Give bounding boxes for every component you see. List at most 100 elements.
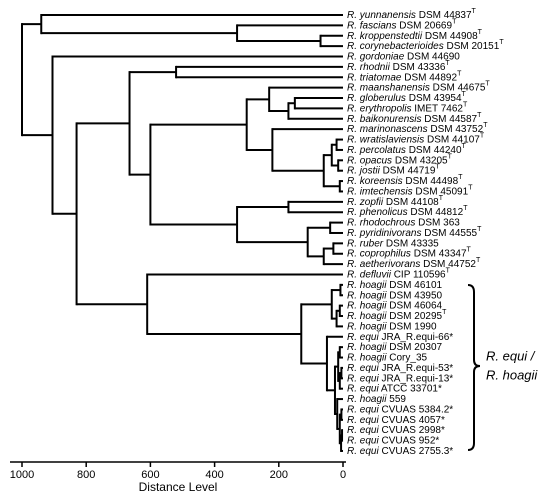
strain: DSM 44108 bbox=[386, 196, 439, 207]
species: equi bbox=[360, 414, 380, 425]
genus: R. bbox=[347, 404, 357, 415]
leaf-label: R. zopfii DSM 44108T bbox=[347, 195, 444, 208]
strain: DSM 46101 bbox=[389, 280, 442, 291]
strain: DSM 43336 bbox=[393, 62, 446, 73]
type-strain-mark: T bbox=[435, 164, 440, 171]
type-strain-mark: T bbox=[439, 195, 444, 202]
genus: R. bbox=[347, 259, 357, 270]
strain: DSM 43954 bbox=[409, 93, 462, 104]
strain: Cory_35 bbox=[389, 352, 427, 363]
strain: DSM 44752 bbox=[423, 259, 476, 270]
leaf-label: R. rhodnii DSM 43336T bbox=[347, 60, 450, 73]
strain: CVUAS 5384.2* bbox=[381, 404, 453, 415]
species: pyridinivorans bbox=[359, 228, 422, 239]
strain: DSM 44675 bbox=[433, 82, 486, 93]
species: aetherivorans bbox=[360, 259, 421, 270]
strain: DSM 44812 bbox=[410, 207, 463, 218]
genus: R. bbox=[347, 383, 357, 394]
strain: DSM 43347 bbox=[414, 248, 467, 259]
species: wratislaviensis bbox=[360, 134, 424, 145]
species: hoagii bbox=[360, 342, 387, 353]
leaf-label: R. opacus DSM 43205T bbox=[347, 153, 453, 166]
strain: CIP 110596 bbox=[394, 269, 446, 280]
genus: R. bbox=[347, 414, 357, 425]
species: equi bbox=[360, 404, 380, 415]
group-label: R. equi / bbox=[486, 348, 536, 363]
species: jostii bbox=[358, 165, 381, 176]
type-strain-mark: T bbox=[446, 267, 451, 274]
leaf-label: R. globerulus DSM 43954T bbox=[347, 91, 467, 104]
type-strain-mark: T bbox=[457, 70, 462, 77]
genus: R. bbox=[347, 363, 357, 374]
strain: DSM 45091 bbox=[415, 186, 468, 197]
genus: R. bbox=[347, 425, 357, 436]
type-strain-mark: T bbox=[499, 39, 504, 46]
leaf-label: R. hoagii 559 bbox=[347, 394, 406, 405]
leaf-label: R. triatomae DSM 44892T bbox=[347, 70, 462, 83]
species: equi bbox=[360, 425, 380, 436]
x-tick-label: 800 bbox=[77, 469, 95, 481]
leaf-label: R. equi CVUAS 5384.2* bbox=[347, 404, 453, 415]
leaf-label: R. erythropolis IMET 7462T bbox=[347, 101, 468, 114]
strain: DSM 20295 bbox=[389, 311, 442, 322]
species: opacus bbox=[360, 155, 392, 166]
strain: DSM 44719 bbox=[383, 165, 436, 176]
genus: R. bbox=[347, 321, 357, 332]
genus: R. bbox=[347, 165, 357, 176]
species: defluvii bbox=[360, 269, 392, 280]
genus: R. bbox=[347, 394, 357, 405]
species: percolatus bbox=[359, 145, 406, 156]
type-strain-mark: T bbox=[463, 205, 468, 212]
species: equi bbox=[360, 331, 380, 342]
species: erythropolis bbox=[360, 103, 412, 114]
strain: DSM 363 bbox=[418, 217, 460, 228]
leaf-label: R. wratislaviensis DSM 44107T bbox=[347, 132, 485, 145]
species: hoagii bbox=[360, 280, 387, 291]
strain: ATCC 33701* bbox=[381, 383, 442, 394]
leaf-label: R. fascians DSM 20669T bbox=[347, 18, 457, 31]
type-strain-mark: T bbox=[485, 81, 490, 88]
species: rhodnii bbox=[360, 62, 391, 73]
species: hoagii bbox=[360, 394, 387, 405]
x-tick-label: 600 bbox=[141, 469, 159, 481]
genus: R. bbox=[347, 331, 357, 342]
species: marinonascens bbox=[360, 124, 428, 135]
leaf-label: R. coprophilus DSM 43347T bbox=[347, 247, 472, 260]
species: imtechensis bbox=[360, 186, 413, 197]
leaf-label: R. hoagii Cory_35 bbox=[347, 352, 428, 363]
strain: DSM 20669 bbox=[399, 20, 452, 31]
strain: CVUAS 952* bbox=[381, 435, 439, 446]
leaf-label: R. equi CVUAS 2755.3* bbox=[347, 446, 453, 457]
leaf-label: R. ruber DSM 43335 bbox=[347, 238, 439, 249]
leaf-label: R. kroppenstedtii DSM 44908T bbox=[347, 29, 483, 42]
leaf-label: R. percolatus DSM 44240T bbox=[347, 143, 467, 156]
leaf-label: R. pyridinivorans DSM 44555T bbox=[347, 226, 482, 239]
species: equi bbox=[360, 383, 380, 394]
genus: R. bbox=[347, 435, 357, 446]
genus: R. bbox=[347, 196, 357, 207]
species: phenolicus bbox=[359, 207, 408, 218]
genus: R. bbox=[347, 30, 357, 41]
genus: R. bbox=[347, 311, 357, 322]
strain: DSM 43335 bbox=[386, 238, 439, 249]
leaf-label: R. equi JRA_R.equi-53* bbox=[347, 363, 453, 374]
species: gordoniae bbox=[360, 51, 405, 62]
species: equi bbox=[360, 435, 380, 446]
species: baikonurensis bbox=[360, 113, 422, 124]
strain: 559 bbox=[389, 394, 406, 405]
genus: R. bbox=[347, 41, 357, 52]
strain: DSM 44587 bbox=[424, 113, 477, 124]
strain: DSM 43205 bbox=[395, 155, 448, 166]
genus: R. bbox=[347, 10, 357, 21]
genus: R. bbox=[347, 207, 357, 218]
genus: R. bbox=[347, 72, 357, 83]
strain: CVUAS 4057* bbox=[381, 414, 444, 425]
leaf-label: R. hoagii DSM 43950 bbox=[347, 290, 443, 301]
type-strain-mark: T bbox=[462, 143, 467, 150]
species: hoagii bbox=[360, 290, 387, 301]
leaf-label: R. phenolicus DSM 44812T bbox=[347, 205, 468, 218]
strain: CVUAS 2998* bbox=[381, 425, 444, 436]
strain: JRA_R.equi-53* bbox=[381, 363, 453, 374]
strain: JRA_R.equi-66* bbox=[381, 331, 453, 342]
strain: DSM 44240 bbox=[409, 145, 462, 156]
